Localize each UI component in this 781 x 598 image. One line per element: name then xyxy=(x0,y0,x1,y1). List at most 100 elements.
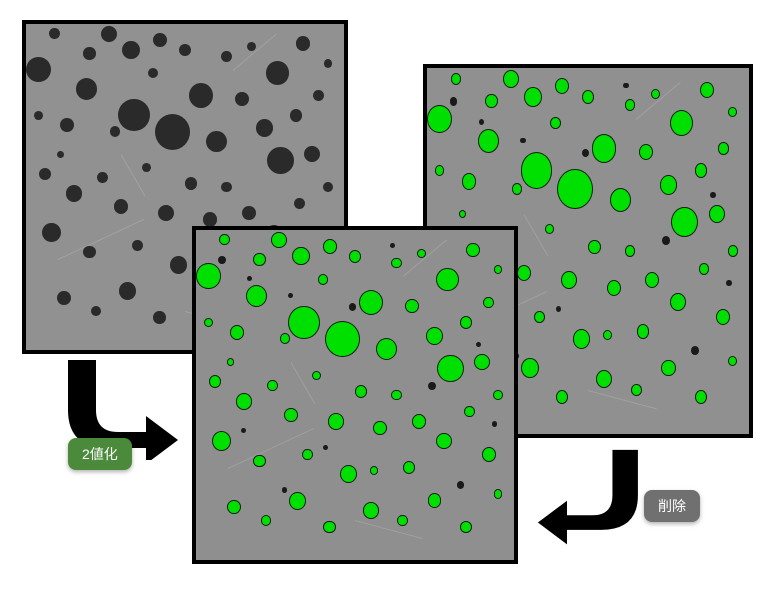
blob xyxy=(728,356,737,366)
blob xyxy=(625,99,636,111)
residual-dot xyxy=(710,192,715,198)
blob xyxy=(534,311,545,323)
blob xyxy=(709,205,725,223)
blob xyxy=(660,175,678,195)
blob xyxy=(521,358,539,378)
blob xyxy=(607,280,621,296)
blob xyxy=(426,327,443,345)
residual-dot xyxy=(428,382,436,390)
blob xyxy=(695,163,707,177)
blob xyxy=(267,147,293,174)
blob xyxy=(474,354,490,370)
blob xyxy=(670,110,693,136)
blob xyxy=(603,330,612,340)
blob xyxy=(494,265,503,274)
residual-dot xyxy=(556,306,561,312)
blob xyxy=(221,182,231,193)
blob xyxy=(349,250,361,263)
blob xyxy=(83,246,95,259)
blob xyxy=(370,466,379,475)
blob xyxy=(637,324,649,338)
residual-dot xyxy=(323,445,328,450)
blob xyxy=(185,177,197,190)
blob xyxy=(405,299,419,314)
blob xyxy=(253,253,265,266)
blob xyxy=(462,173,476,189)
blob xyxy=(427,105,452,133)
blob xyxy=(695,390,707,404)
blob xyxy=(206,131,227,153)
blob xyxy=(582,90,594,104)
blob xyxy=(34,111,43,120)
blob xyxy=(670,293,686,311)
blob xyxy=(521,152,553,188)
blob xyxy=(718,142,729,154)
blob xyxy=(230,325,244,340)
blob xyxy=(671,207,698,237)
blob xyxy=(101,26,117,42)
blob xyxy=(253,455,265,468)
blob xyxy=(328,413,344,429)
blob xyxy=(340,465,357,483)
blob xyxy=(42,223,61,243)
blob xyxy=(142,163,151,172)
blob xyxy=(517,265,531,281)
blob xyxy=(555,78,569,94)
blob xyxy=(119,282,136,300)
blob xyxy=(639,144,653,160)
blob xyxy=(227,500,241,515)
blob xyxy=(318,274,328,285)
blob xyxy=(728,107,737,117)
blob xyxy=(323,521,335,534)
blob xyxy=(651,89,660,99)
blob xyxy=(610,188,631,212)
blob xyxy=(397,515,407,526)
blob xyxy=(417,249,426,258)
blob xyxy=(631,384,642,396)
residual-dot xyxy=(241,428,246,433)
blob xyxy=(403,461,415,474)
blob xyxy=(57,151,64,158)
blob xyxy=(524,87,542,107)
residual-dot xyxy=(476,342,481,347)
blob xyxy=(437,355,463,382)
blob xyxy=(556,390,568,404)
blob xyxy=(302,449,312,460)
blob xyxy=(661,360,675,376)
blob xyxy=(573,329,591,349)
blob xyxy=(122,41,139,59)
blob xyxy=(246,285,267,307)
blob xyxy=(132,240,142,251)
blob xyxy=(699,263,710,275)
blob xyxy=(493,390,503,401)
blob xyxy=(153,33,167,47)
blob xyxy=(204,318,213,327)
blob xyxy=(460,521,472,534)
blob xyxy=(355,385,367,398)
blob xyxy=(373,421,387,436)
residual-dot xyxy=(390,243,395,248)
blob xyxy=(716,309,730,325)
blob xyxy=(359,290,383,315)
blob xyxy=(483,297,493,308)
blob xyxy=(494,489,503,498)
blob xyxy=(435,165,444,175)
blob xyxy=(728,245,739,257)
binarized-panel xyxy=(192,226,518,564)
middle-bg xyxy=(196,230,514,560)
blob xyxy=(451,73,462,85)
blob xyxy=(391,390,401,401)
blob xyxy=(114,199,128,213)
blob xyxy=(376,338,397,360)
residual-dot xyxy=(457,481,465,489)
blob xyxy=(57,291,71,305)
blob xyxy=(588,240,600,254)
blob xyxy=(324,59,333,68)
residual-dot xyxy=(492,421,497,426)
residual-dot xyxy=(520,138,525,144)
blob xyxy=(110,126,120,137)
blob xyxy=(700,82,714,98)
blob xyxy=(363,502,379,518)
blob xyxy=(294,198,304,209)
blob xyxy=(503,70,519,88)
